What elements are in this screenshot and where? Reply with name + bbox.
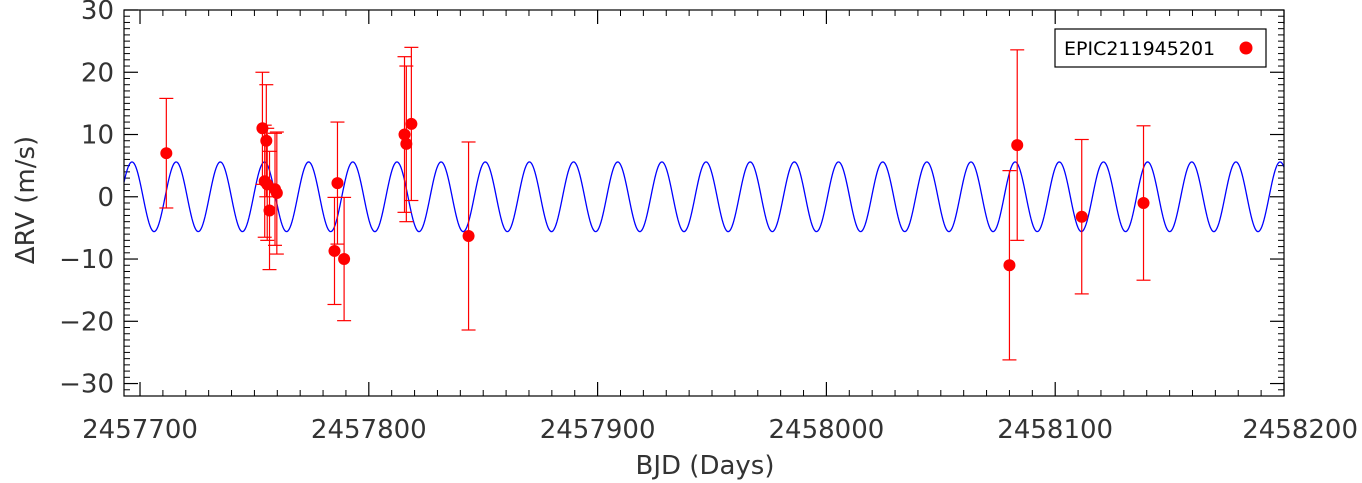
data-point bbox=[263, 204, 276, 217]
x-tick-labels: 2457700 2457800 2457900 2458000 2458100 24582… bbox=[82, 415, 1358, 445]
data-point bbox=[331, 177, 344, 190]
legend-label: EPIC211945201 bbox=[1064, 38, 1215, 60]
data-point bbox=[328, 244, 341, 257]
y-tick-label: 10 bbox=[81, 121, 114, 151]
y-tick-label: 30 bbox=[81, 0, 114, 26]
data-point bbox=[1003, 259, 1016, 272]
data-point bbox=[1011, 139, 1024, 152]
data-point bbox=[398, 128, 411, 141]
model-curve bbox=[123, 161, 1285, 233]
data-point bbox=[1137, 197, 1150, 209]
x-minor-ticks bbox=[162, 10, 1262, 396]
plot-frame bbox=[123, 9, 1285, 397]
x-tick-label: 2457800 bbox=[311, 415, 427, 445]
y-tick-label: −20 bbox=[59, 307, 114, 337]
y-tick-label: −10 bbox=[59, 245, 114, 275]
x-tick-label: 2457700 bbox=[82, 415, 198, 445]
y-tick-labels: −30 −20 −10 0 10 20 30 bbox=[59, 0, 114, 400]
data-point bbox=[1075, 210, 1088, 223]
y-minor-ticks bbox=[124, 15, 1284, 397]
x-tick-label: 2458200 bbox=[1242, 415, 1358, 445]
data-point bbox=[338, 253, 351, 266]
x-tick-label: 2458000 bbox=[769, 415, 885, 445]
legend-marker bbox=[1239, 41, 1253, 55]
data-point bbox=[400, 137, 413, 150]
data-point bbox=[270, 187, 283, 200]
y-tick-label: 20 bbox=[81, 58, 114, 88]
data-point bbox=[405, 117, 418, 130]
data-point bbox=[160, 147, 173, 160]
x-tick-label: 2458100 bbox=[997, 415, 1113, 445]
data-points bbox=[160, 117, 1150, 272]
x-tick-label: 2457900 bbox=[540, 415, 656, 445]
x-major-ticks bbox=[139, 10, 1285, 396]
x-axis-label: BJD (Days) bbox=[636, 451, 775, 481]
y-axis-label: ΔRV (m/s) bbox=[11, 136, 41, 264]
y-tick-label: 0 bbox=[97, 183, 114, 213]
legend: EPIC211945201 bbox=[1054, 28, 1267, 68]
error-bars bbox=[159, 46, 1151, 361]
y-tick-label: −30 bbox=[59, 370, 114, 400]
legend-box bbox=[1054, 28, 1267, 68]
data-point bbox=[462, 229, 475, 242]
data-point bbox=[260, 134, 273, 147]
data-point bbox=[256, 122, 269, 135]
